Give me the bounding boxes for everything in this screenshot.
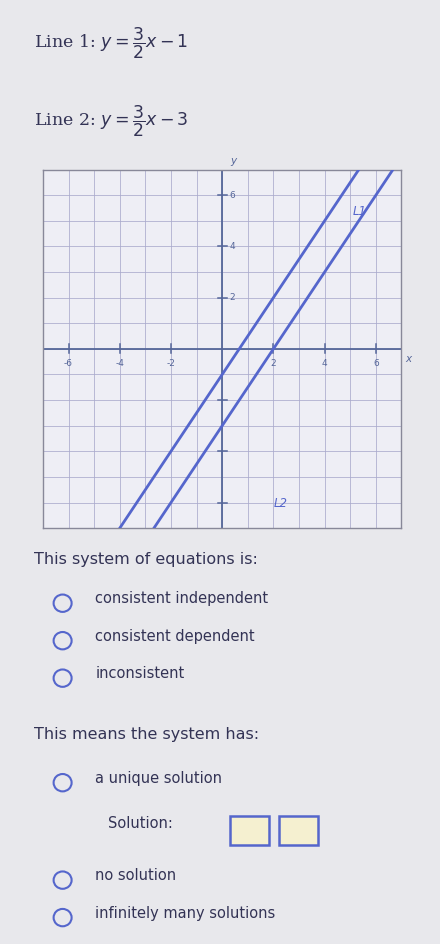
Text: -2: -2 [166, 359, 176, 368]
Text: y: y [230, 156, 236, 166]
Text: inconsistent: inconsistent [95, 666, 185, 682]
Text: L2: L2 [273, 497, 287, 511]
Text: x: x [405, 354, 411, 364]
Text: L1: L1 [353, 206, 367, 218]
Text: 4: 4 [229, 242, 235, 251]
Text: no solution: no solution [95, 868, 176, 884]
Text: Line 2: $y=\dfrac{3}{2}x-3$: Line 2: $y=\dfrac{3}{2}x-3$ [34, 103, 189, 139]
Text: consistent independent: consistent independent [95, 591, 268, 606]
Text: Solution:: Solution: [108, 816, 172, 831]
Text: 2: 2 [271, 359, 276, 368]
Text: 4: 4 [322, 359, 327, 368]
FancyBboxPatch shape [231, 816, 269, 846]
Text: -4: -4 [115, 359, 124, 368]
Text: This system of equations is:: This system of equations is: [34, 552, 258, 567]
Text: consistent dependent: consistent dependent [95, 629, 255, 644]
Text: a unique solution: a unique solution [95, 771, 222, 785]
Text: 6: 6 [373, 359, 379, 368]
Text: This means the system has:: This means the system has: [34, 728, 259, 743]
Text: Line 1: $y=\dfrac{3}{2}x-1$: Line 1: $y=\dfrac{3}{2}x-1$ [34, 25, 188, 61]
Text: infinitely many solutions: infinitely many solutions [95, 905, 275, 920]
Text: 2: 2 [229, 294, 235, 302]
FancyBboxPatch shape [279, 816, 319, 846]
Text: 6: 6 [229, 191, 235, 200]
Text: -6: -6 [64, 359, 73, 368]
